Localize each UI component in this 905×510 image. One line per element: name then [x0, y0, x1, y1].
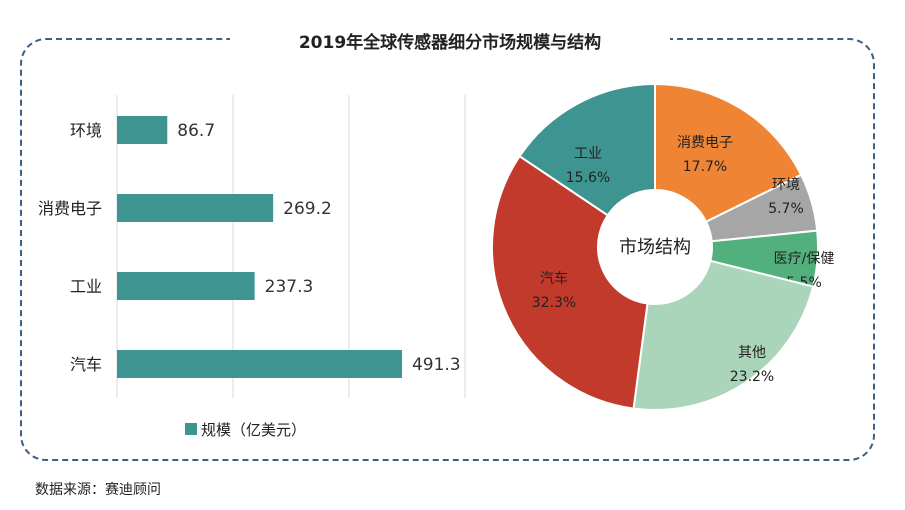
- slice-percent-label: 23.2%: [730, 369, 774, 385]
- bar-legend: 规模（亿美元）: [185, 421, 306, 439]
- slice-percent-label: 15.6%: [566, 170, 610, 186]
- slice-category-label: 工业: [574, 146, 602, 162]
- slice-category-label: 汽车: [540, 270, 568, 287]
- donut-slice: [518, 82, 656, 217]
- slice-percent-label: 17.7%: [683, 159, 727, 175]
- bar: [117, 350, 402, 378]
- bar-value-label: 269.2: [283, 199, 332, 219]
- legend-label: 规模（亿美元）: [201, 421, 306, 439]
- bar-category-label: 消费电子: [38, 199, 102, 218]
- bar-chart: 环境 86.7 消费电子 269.2 工业 237.3 汽车 491.3: [38, 116, 461, 378]
- bar: [117, 272, 255, 300]
- slice-category-label: 医疗/保健: [774, 251, 835, 267]
- bar-value-label: 86.7: [177, 121, 215, 141]
- data-source-note: 数据来源：赛迪顾问: [35, 482, 161, 498]
- bar: [117, 194, 274, 222]
- slice-percent-label: 5.7%: [768, 201, 804, 217]
- slice-category-label: 消费电子: [677, 135, 733, 151]
- bar-value-label: 237.3: [265, 277, 314, 297]
- bar-gridlines: [116, 95, 466, 398]
- donut-slice: [654, 82, 803, 224]
- page-title: 2019年全球传感器细分市场规模与结构: [230, 28, 670, 58]
- donut-slice: [632, 259, 815, 411]
- slice-category-label: 其他: [738, 345, 766, 361]
- bar-category-label: 汽车: [70, 355, 102, 374]
- donut-center-label: 市场结构: [619, 237, 691, 258]
- donut-chart: 消费电子17.7%环境5.7%医疗/保健5.5%其他23.2%汽车32.3%工业…: [491, 82, 835, 411]
- bar-value-label: 491.3: [412, 355, 461, 375]
- donut-slice: [491, 154, 649, 410]
- bar-category-label: 工业: [70, 277, 102, 296]
- legend-swatch: [185, 423, 197, 435]
- slice-percent-label: 32.3%: [532, 295, 576, 311]
- bar: [117, 116, 168, 144]
- slice-category-label: 环境: [772, 177, 800, 193]
- bar-category-label: 环境: [70, 121, 102, 140]
